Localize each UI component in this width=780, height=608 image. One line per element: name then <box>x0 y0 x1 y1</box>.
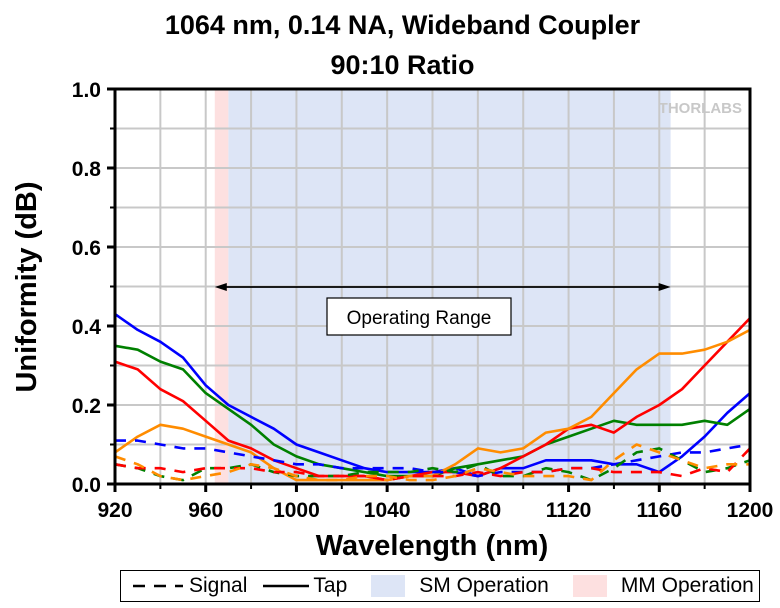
x-tick-label: 1080 <box>454 499 501 522</box>
annotation-label: Operating Range <box>347 308 492 329</box>
legend-item-tap: Tap <box>257 574 347 598</box>
chart-subtitle: 90:10 Ratio <box>330 50 475 80</box>
legend-label: SM Operation <box>419 574 549 597</box>
legend-label: MM Operation <box>620 574 754 597</box>
x-tick-label: 1000 <box>273 499 320 522</box>
y-axis-label: Uniformity (dB) <box>11 181 43 392</box>
arrowhead-left-icon <box>214 283 227 291</box>
y-tick-label: 0.2 <box>72 395 101 418</box>
legend-label: Tap <box>313 574 348 597</box>
y-tick-label: 0.4 <box>72 316 102 339</box>
series-line-signal-blue <box>115 439 751 478</box>
mm-swatch-icon <box>572 575 607 597</box>
dashed-line-icon <box>133 584 183 588</box>
legend-label: Signal <box>189 574 248 597</box>
series-line-signal-orange <box>114 443 750 482</box>
y-tick-label: 0.8 <box>72 158 102 181</box>
sm-swatch-icon <box>371 575 406 597</box>
legend: Signal Tap SM Operation MM Operation <box>120 570 760 602</box>
x-tick-label: 960 <box>188 499 223 522</box>
legend-item-mm: MM Operation <box>559 574 754 598</box>
x-tick-label: 1120 <box>546 499 592 522</box>
chart-title: 1064 nm, 0.14 NA, Wideband Coupler <box>164 10 641 40</box>
solid-line-icon <box>263 584 310 588</box>
x-tick-label: 1200 <box>727 499 774 522</box>
legend-item-sm: SM Operation <box>357 574 549 598</box>
x-tick-label: 1160 <box>637 499 683 522</box>
arrowhead-right-icon <box>658 283 671 291</box>
x-tick-label: 1040 <box>364 499 411 522</box>
y-tick-label: 0.0 <box>72 474 101 497</box>
x-tick-label: 920 <box>97 499 132 522</box>
x-axis-label: Wavelength (nm) <box>316 530 549 562</box>
legend-item-signal: Signal <box>131 574 247 598</box>
y-tick-label: 1.0 <box>72 79 101 102</box>
watermark: THORLABS <box>659 100 742 117</box>
y-tick-label: 0.6 <box>72 237 101 260</box>
series-line-tap-orange <box>114 328 751 482</box>
series-line-signal-red <box>114 447 751 482</box>
annotation-box <box>326 297 512 336</box>
